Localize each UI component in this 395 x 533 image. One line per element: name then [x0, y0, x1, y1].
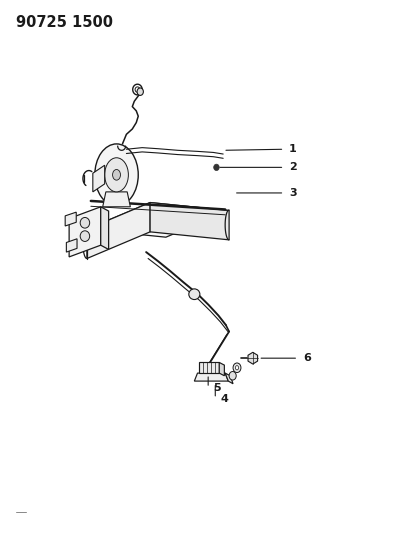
Ellipse shape [137, 88, 143, 95]
Text: 4: 4 [220, 394, 228, 403]
Text: 2: 2 [289, 163, 297, 172]
Polygon shape [219, 362, 224, 376]
Ellipse shape [229, 372, 236, 380]
Ellipse shape [214, 164, 219, 171]
Polygon shape [101, 207, 109, 249]
Polygon shape [87, 203, 229, 237]
Ellipse shape [235, 366, 239, 370]
Polygon shape [65, 212, 76, 226]
Polygon shape [93, 165, 105, 192]
Polygon shape [199, 362, 219, 373]
Polygon shape [248, 352, 258, 364]
Polygon shape [150, 203, 229, 240]
Text: 3: 3 [289, 188, 297, 198]
Polygon shape [194, 373, 228, 381]
Text: 90725 1500: 90725 1500 [16, 15, 113, 30]
Ellipse shape [113, 169, 120, 180]
Text: 1: 1 [289, 144, 297, 154]
Polygon shape [225, 373, 233, 384]
Ellipse shape [105, 158, 128, 192]
Polygon shape [103, 192, 130, 207]
Ellipse shape [80, 231, 90, 241]
Ellipse shape [95, 144, 138, 206]
Polygon shape [87, 203, 150, 259]
Text: 6: 6 [303, 353, 311, 363]
Ellipse shape [233, 363, 241, 373]
Polygon shape [66, 239, 77, 252]
Ellipse shape [80, 217, 90, 228]
Text: 5: 5 [213, 383, 220, 393]
Ellipse shape [189, 289, 200, 300]
Polygon shape [69, 207, 101, 257]
